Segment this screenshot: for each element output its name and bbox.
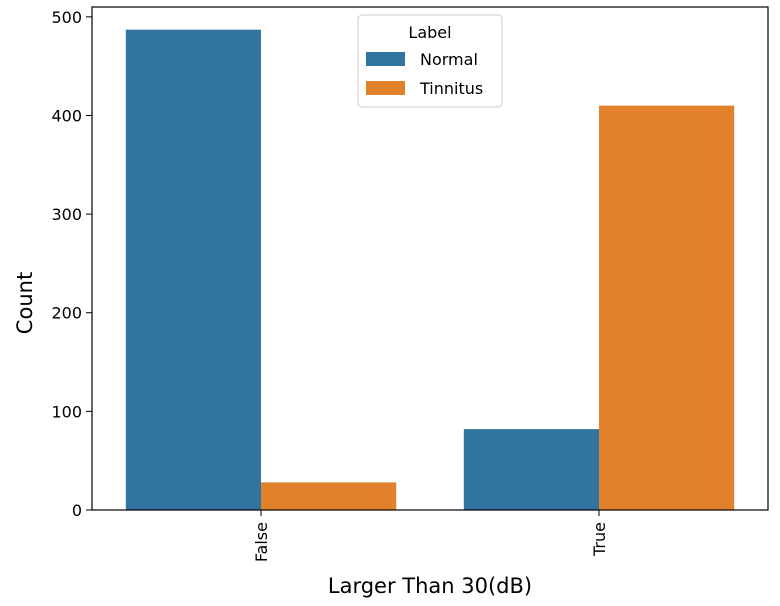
- bar-tinnitus-false: [261, 482, 397, 510]
- bar-tinnitus-true: [599, 105, 735, 511]
- y-axis-title: Count: [13, 272, 37, 334]
- y-axis: 0 100 200 300 400 500: [51, 8, 92, 520]
- y-tick-label: 200: [51, 304, 82, 323]
- legend: Label Normal Tinnitus: [357, 14, 503, 108]
- legend-title: Label: [408, 23, 451, 42]
- y-tick-label: 500: [51, 8, 82, 27]
- y-tick-label: 400: [51, 106, 82, 125]
- plot-frame: [91, 6, 769, 511]
- legend-swatch-tinnitus: [366, 81, 405, 95]
- y-tick-label: 300: [51, 205, 82, 224]
- bar-normal-true: [463, 429, 599, 510]
- bars-group: [125, 29, 735, 511]
- legend-label-tinnitus: Tinnitus: [419, 79, 483, 98]
- bar-normal-false: [125, 29, 261, 510]
- x-tick-label: True: [590, 522, 609, 557]
- x-tick-label: False: [252, 522, 271, 562]
- legend-label-normal: Normal: [420, 50, 478, 69]
- y-tick-label: 0: [72, 501, 82, 520]
- y-tick-label: 100: [51, 402, 82, 421]
- x-axis-title: Larger Than 30(dB): [328, 574, 532, 598]
- x-axis: False True: [252, 510, 609, 562]
- legend-swatch-normal: [366, 52, 405, 66]
